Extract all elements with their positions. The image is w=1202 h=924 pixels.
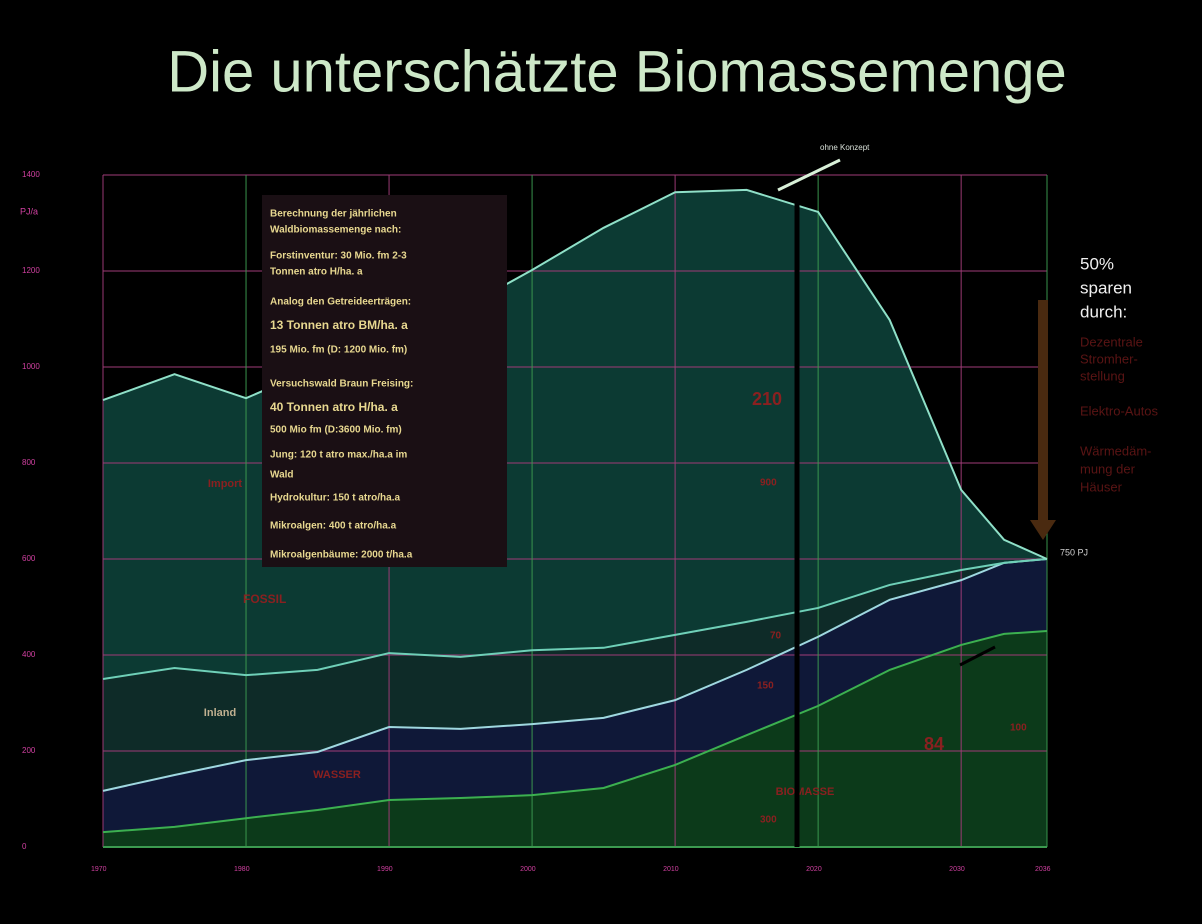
annotation: 70 bbox=[770, 631, 782, 642]
y-tick-label: 800 bbox=[22, 458, 36, 467]
area bbox=[103, 559, 1047, 833]
info-line: Hydrokultur: 150 t atro/ha.a bbox=[270, 493, 400, 504]
x-tick-label: 2010 bbox=[663, 866, 679, 873]
info-line: Jung: 120 t atro max./ha.a im bbox=[270, 450, 407, 461]
area-edge bbox=[102, 558, 1048, 680]
series-label: BIOMASSE bbox=[776, 786, 835, 798]
series-label: Import bbox=[208, 478, 243, 490]
x-tick-label: 2036 bbox=[1035, 866, 1051, 873]
side-heading: sparen bbox=[1080, 278, 1132, 297]
side-item: Dezentrale bbox=[1080, 334, 1143, 349]
y-tick-label: 600 bbox=[22, 554, 36, 563]
annotation: 84 bbox=[924, 734, 944, 754]
info-line: Mikroalgen: 400 t atro/ha.a bbox=[270, 521, 397, 532]
area bbox=[103, 559, 1047, 791]
area-edge bbox=[102, 630, 1048, 834]
title: Die unterschätzte Biomassemenge bbox=[167, 39, 1066, 104]
annotation: 150 bbox=[757, 681, 774, 692]
info-line: Berechnung der jährlichen bbox=[270, 209, 397, 220]
side-item: mung der bbox=[1080, 461, 1136, 476]
info-line: Tonnen atro H/ha. a bbox=[270, 267, 363, 278]
side-heading: durch: bbox=[1080, 302, 1127, 321]
info-box bbox=[262, 195, 507, 567]
annotation: 300 bbox=[760, 815, 777, 826]
info-line: Waldbiomassemenge nach: bbox=[270, 225, 401, 236]
x-tick-label: 2000 bbox=[520, 866, 536, 873]
arrow bbox=[777, 158, 841, 192]
x-tick-label: 2030 bbox=[949, 866, 965, 873]
x-tick-label: 1990 bbox=[377, 866, 393, 873]
annotation: FOSSIL bbox=[243, 592, 286, 606]
annotation: 210 bbox=[752, 389, 782, 409]
y-tick-label: 200 bbox=[22, 746, 36, 755]
x-tick-label: 2020 bbox=[806, 866, 822, 873]
side-heading: 50% bbox=[1080, 254, 1114, 273]
y-axis-label: PJ/a bbox=[20, 206, 38, 216]
area-edge bbox=[102, 558, 1048, 792]
side-item: stellung bbox=[1080, 368, 1125, 383]
annotation: ohne Konzept bbox=[820, 143, 870, 152]
down-arrow bbox=[1038, 300, 1048, 520]
arrow bbox=[959, 645, 996, 667]
info-line: Versuchswald Braun Freising: bbox=[270, 379, 413, 390]
series-label: Inland bbox=[204, 707, 236, 719]
area bbox=[103, 631, 1047, 847]
side-item: Stromher- bbox=[1080, 351, 1138, 366]
side-item: Wärmedäm- bbox=[1080, 443, 1152, 458]
y-tick-label: 1200 bbox=[22, 266, 40, 275]
y-tick-label: 400 bbox=[22, 650, 36, 659]
annotation: 100 bbox=[1010, 723, 1027, 734]
side-item: Häuser bbox=[1080, 479, 1123, 494]
info-line: 195 Mio. fm (D: 1200 Mio. fm) bbox=[270, 345, 407, 356]
x-tick-label: 1980 bbox=[234, 866, 250, 873]
info-line: Forstinventur: 30 Mio. fm 2-3 bbox=[270, 251, 407, 262]
info-line: Mikroalgenbäume: 2000 t/ha.a bbox=[270, 550, 413, 561]
y-tick-label: 1400 bbox=[22, 170, 40, 179]
y-tick-label: 0 bbox=[22, 842, 27, 851]
side-item: Elektro-Autos bbox=[1080, 403, 1159, 418]
info-line: Wald bbox=[270, 470, 294, 481]
down-arrow-head bbox=[1030, 520, 1056, 540]
series-label: WASSER bbox=[313, 769, 361, 781]
y-tick-label: 1000 bbox=[22, 362, 40, 371]
x-tick-label: 1970 bbox=[91, 866, 107, 873]
info-line: 40 Tonnen atro H/ha. a bbox=[270, 400, 398, 414]
info-line: Analog den Getreideerträgen: bbox=[270, 297, 411, 308]
annotation: 750 PJ bbox=[1060, 547, 1088, 557]
info-line: 13 Tonnen atro BM/ha. a bbox=[270, 318, 408, 332]
info-line: 500 Mio fm (D:3600 Mio. fm) bbox=[270, 425, 402, 436]
annotation: 900 bbox=[760, 478, 777, 489]
